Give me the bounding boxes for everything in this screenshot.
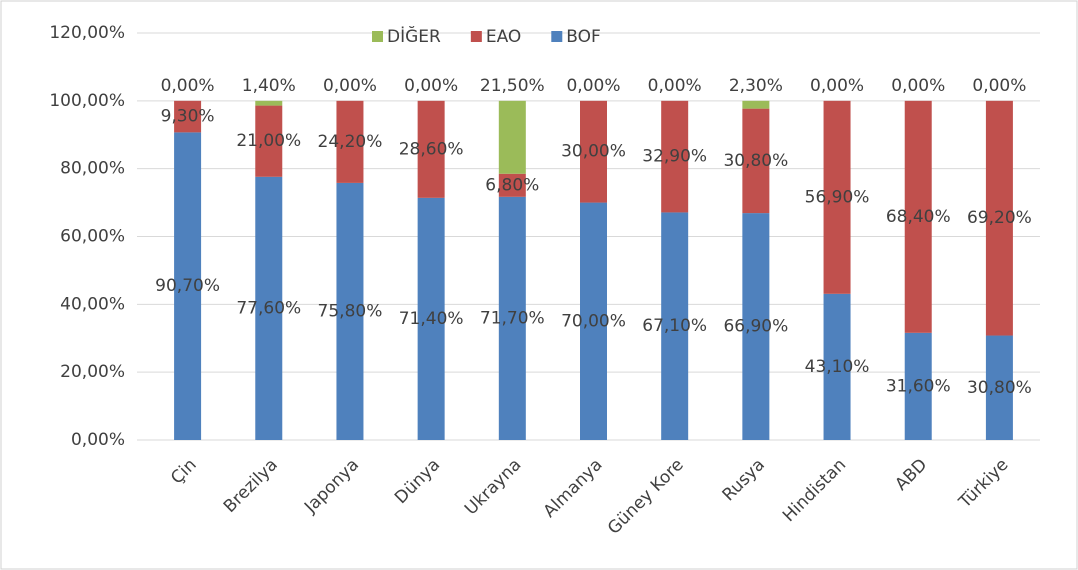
bar-segment — [985, 335, 1013, 440]
data-label: 0,00% — [648, 76, 702, 96]
bar-segment — [742, 108, 770, 214]
data-label: 0,00% — [161, 76, 215, 96]
bar-segment — [985, 100, 1013, 336]
bar-segment — [742, 213, 770, 440]
data-label: 75,80% — [318, 301, 383, 321]
data-label: 66,90% — [723, 317, 788, 337]
legend-label: DİĞER — [387, 25, 441, 47]
bar-segment — [255, 176, 283, 440]
data-label: 30,80% — [723, 151, 788, 171]
data-label: 0,00% — [323, 76, 377, 96]
data-label: 90,70% — [155, 276, 220, 296]
bar-segment — [580, 202, 607, 440]
data-label: 0,00% — [404, 76, 458, 96]
bar-segment — [336, 182, 364, 440]
y-tick-label: 120,00% — [49, 23, 125, 43]
bar-segment — [742, 100, 770, 109]
legend-label: BOF — [566, 27, 601, 47]
data-label: 30,80% — [967, 378, 1032, 398]
data-label: 68,40% — [886, 207, 951, 227]
y-tick-label: 100,00% — [49, 91, 125, 111]
data-label: 0,00% — [810, 76, 864, 96]
data-label: 2,30% — [729, 76, 783, 96]
data-label: 21,50% — [480, 76, 545, 96]
y-tick-label: 20,00% — [60, 362, 125, 382]
bar-segment — [580, 100, 607, 203]
data-label: 6,80% — [485, 175, 539, 195]
data-label: 30,00% — [561, 142, 626, 162]
legend-label: EAO — [486, 27, 521, 47]
data-label: 1,40% — [242, 76, 296, 96]
y-tick-label: 40,00% — [60, 294, 125, 314]
data-label: 0,00% — [891, 76, 945, 96]
bar-segment — [498, 196, 526, 440]
data-label: 31,60% — [886, 376, 951, 396]
bar-segment — [661, 212, 689, 440]
data-label: 9,30% — [161, 107, 215, 127]
bar-segment — [498, 173, 526, 197]
data-label: 0,00% — [566, 76, 620, 96]
data-label: 43,10% — [805, 357, 870, 377]
bar-segment — [174, 132, 202, 440]
data-label: 24,20% — [318, 132, 383, 152]
bar-segment — [823, 100, 851, 294]
bar-segment — [904, 100, 932, 333]
data-label: 56,90% — [805, 187, 870, 207]
bar-segment — [904, 332, 932, 440]
y-tick-label: 60,00% — [60, 227, 125, 247]
data-label: 69,20% — [967, 208, 1032, 228]
y-tick-label: 80,00% — [60, 159, 125, 179]
data-label: 32,90% — [642, 147, 707, 167]
data-label: 21,00% — [236, 131, 301, 151]
data-label: 71,70% — [480, 308, 545, 328]
data-label: 67,10% — [642, 316, 707, 336]
data-label: 77,60% — [236, 298, 301, 318]
legend-swatch — [551, 31, 563, 42]
legend-swatch — [470, 31, 482, 42]
bar-segment — [417, 197, 445, 440]
data-label: 28,60% — [399, 139, 464, 159]
bar-segment — [661, 100, 689, 213]
bar-segment — [498, 100, 526, 174]
legend-swatch — [372, 31, 383, 42]
bar-segment — [255, 105, 283, 177]
data-label: 0,00% — [972, 76, 1026, 96]
data-label: 70,00% — [561, 311, 626, 331]
bar-segment — [823, 293, 851, 440]
bar-segment — [255, 100, 283, 106]
bar-segment — [417, 100, 445, 198]
y-tick-label: 0,00% — [71, 430, 125, 450]
data-label: 71,40% — [399, 309, 464, 329]
bar-segment — [336, 100, 364, 183]
bar-segment — [174, 100, 202, 133]
